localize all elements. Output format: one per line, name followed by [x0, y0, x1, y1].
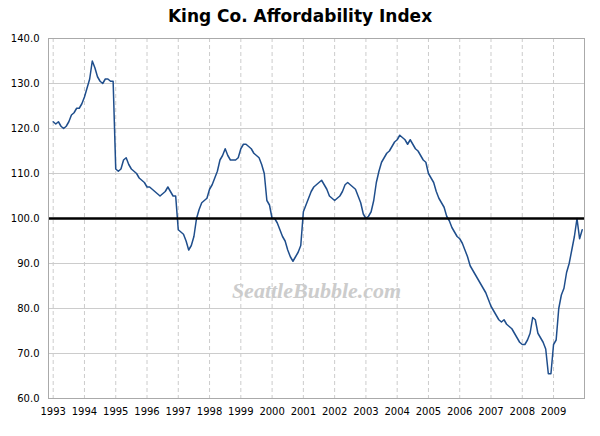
svg-text:140.0: 140.0: [11, 33, 40, 44]
svg-text:2008: 2008: [510, 406, 535, 417]
html-text:King Co. Affordability Index: King Co. Affordability Index: [167, 6, 433, 26]
svg-text:1999: 1999: [228, 406, 253, 417]
svg-text:100.0: 100.0: [11, 213, 40, 224]
svg-text:2003: 2003: [353, 406, 378, 417]
svg-text:90.0: 90.0: [17, 258, 39, 269]
svg-text:60.0: 60.0: [17, 393, 39, 404]
svg-text:1997: 1997: [166, 406, 191, 417]
svg-text:1993: 1993: [40, 406, 65, 417]
svg-text:1996: 1996: [134, 406, 159, 417]
svg-text:2004: 2004: [384, 406, 409, 417]
svg-text:2002: 2002: [322, 406, 347, 417]
svg-text:2000: 2000: [259, 406, 284, 417]
svg-text:130.0: 130.0: [11, 78, 40, 89]
svg-text:SeattleBubble.com: SeattleBubble.com: [232, 278, 401, 303]
svg-text:2005: 2005: [416, 406, 441, 417]
svg-text:2006: 2006: [447, 406, 472, 417]
svg-text:70.0: 70.0: [17, 348, 39, 359]
svg-text:1998: 1998: [197, 406, 222, 417]
svg-text:1994: 1994: [72, 406, 97, 417]
svg-text:2007: 2007: [478, 406, 503, 417]
svg-text:120.0: 120.0: [11, 123, 40, 134]
svg-text:2001: 2001: [291, 406, 316, 417]
svg-text:1995: 1995: [103, 406, 128, 417]
svg-text:110.0: 110.0: [11, 168, 40, 179]
svg-text:2009: 2009: [541, 406, 566, 417]
svg-text:80.0: 80.0: [17, 303, 39, 314]
